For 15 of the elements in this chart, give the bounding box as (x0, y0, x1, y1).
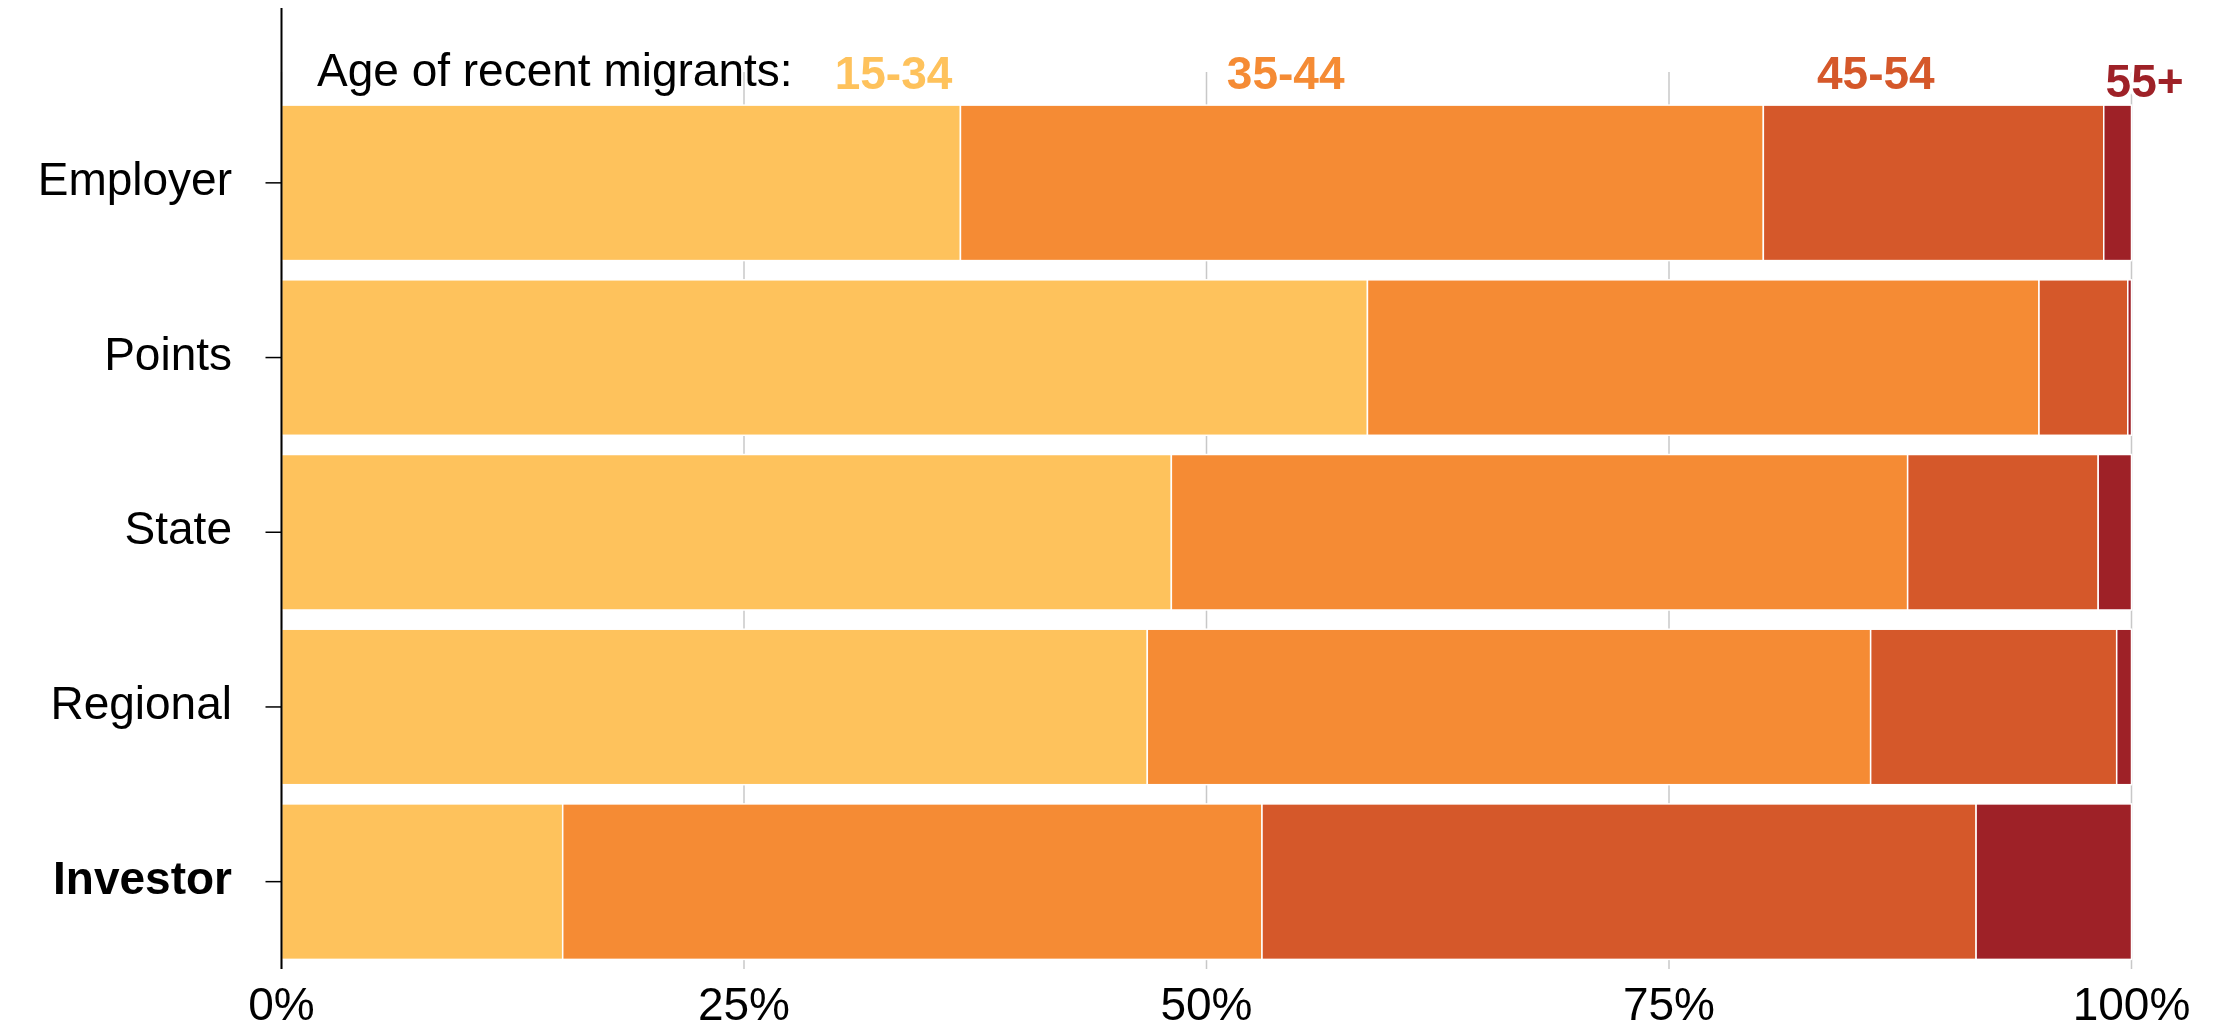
series-label: 15-34 (834, 47, 953, 99)
series-label: 45-54 (1817, 47, 1936, 99)
y-tick-label: Regional (50, 676, 232, 729)
legend-title: Age of recent migrants: (317, 44, 793, 96)
x-tick-label: 50% (1160, 978, 1253, 1028)
y-tick-label: Points (104, 327, 232, 380)
y-tick-label: Employer (37, 152, 232, 205)
y-tick-label: State (124, 502, 232, 555)
x-tick-label: 100% (2072, 978, 2191, 1028)
y-tick-label: Investor (53, 851, 233, 904)
series-label: 35-44 (1226, 47, 1345, 99)
series-label: 55+ (2105, 55, 2184, 107)
x-tick-label: 0% (248, 978, 315, 1028)
x-tick-label: 75% (1622, 978, 1716, 1028)
x-tick-label: 25% (697, 978, 791, 1028)
